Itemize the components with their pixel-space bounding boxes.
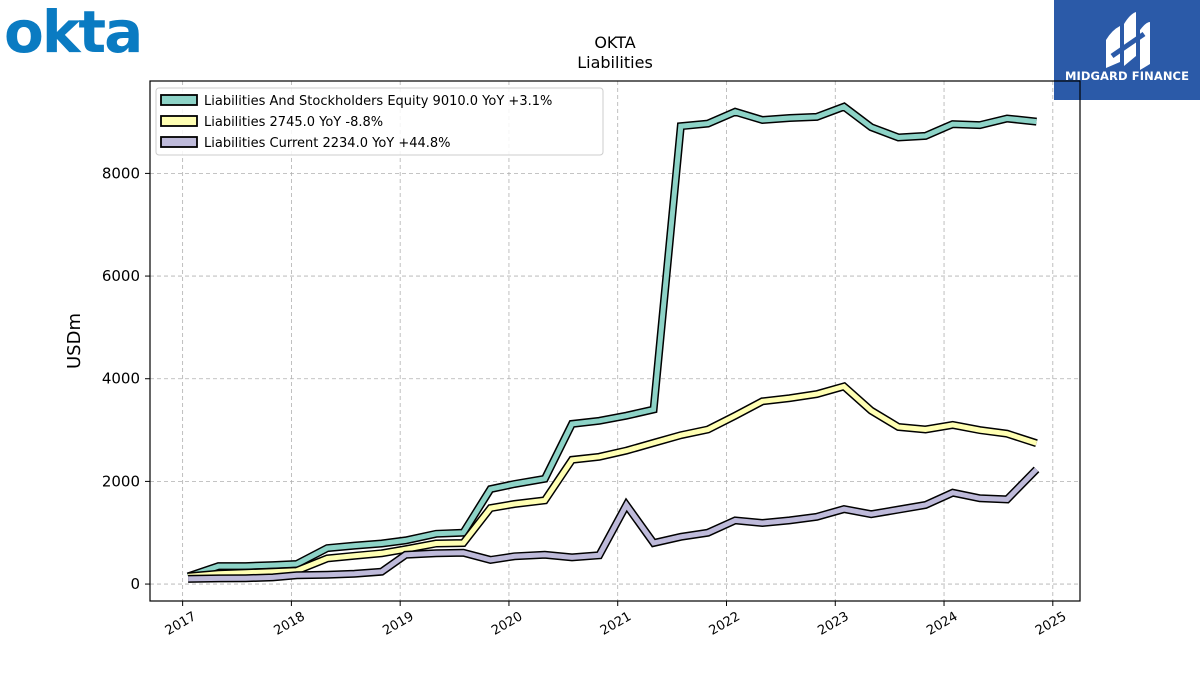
- x-tick-label: 2025: [1033, 609, 1069, 639]
- midgard-emblem-icon: [1106, 12, 1150, 70]
- x-tick-label: 2020: [489, 609, 525, 639]
- chart-title: OKTA: [594, 33, 635, 52]
- x-tick-label: 2023: [815, 609, 851, 639]
- series-line-2: [188, 467, 1039, 582]
- midgard-finance-logo: MIDGARD FINANCE: [1054, 0, 1200, 100]
- y-tick-label: 4000: [102, 370, 140, 388]
- y-tick-label: 8000: [102, 164, 140, 182]
- legend: Liabilities And Stockholders Equity 9010…: [155, 87, 604, 156]
- legend-swatch-2: [160, 136, 198, 148]
- grid: [150, 81, 1080, 601]
- x-tick-label: 2021: [598, 609, 634, 639]
- legend-label-2: Liabilities Current 2234.0 YoY +44.8%: [204, 136, 451, 151]
- legend-swatch-0: [160, 94, 198, 106]
- legend-swatch-1: [160, 115, 198, 127]
- legend-label-0: Liabilities And Stockholders Equity 9010…: [204, 94, 552, 109]
- okta-logo: okta: [4, 0, 143, 66]
- y-tick-label: 2000: [102, 472, 140, 490]
- midgard-brand-text: MIDGARD FINANCE: [1064, 69, 1190, 83]
- x-tick-label: 2018: [272, 609, 308, 639]
- series-line-1: [187, 383, 1038, 579]
- x-tick-label: 2017: [163, 609, 199, 639]
- plot-frame: [149, 80, 1081, 602]
- y-tick-label: 6000: [102, 267, 140, 285]
- legend-label-1: Liabilities 2745.0 YoY -8.8%: [204, 115, 383, 130]
- x-tick-label: 2022: [707, 609, 743, 639]
- x-tick-label: 2024: [924, 609, 960, 639]
- y-tick-label: 0: [130, 575, 140, 593]
- series-lines: [186, 102, 1040, 583]
- y-axis-label: USDm: [64, 313, 85, 369]
- x-tick-label: 2019: [380, 609, 416, 639]
- legend-box: [155, 87, 604, 156]
- series-line-0: [187, 103, 1037, 579]
- chart-subtitle: Liabilities: [577, 53, 653, 72]
